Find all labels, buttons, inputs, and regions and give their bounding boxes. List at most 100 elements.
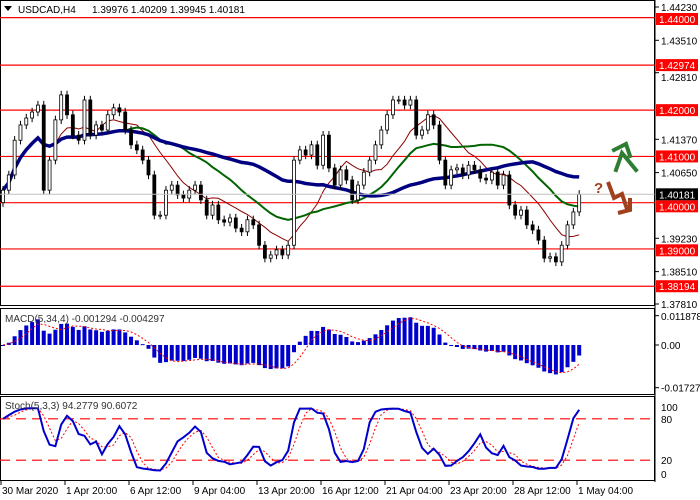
candle-body bbox=[123, 111, 128, 131]
candle bbox=[216, 200, 221, 224]
candle-body bbox=[379, 129, 384, 146]
candle-body bbox=[542, 239, 547, 259]
candle-body bbox=[327, 134, 331, 169]
macd-tick-label: 0.011878 bbox=[661, 312, 700, 323]
price-axis[interactable]: 1.44230 1.43510 1.42810 1.41370 1.40650 1.392… bbox=[654, 0, 700, 482]
macd-bar bbox=[431, 327, 436, 345]
candle-body bbox=[47, 159, 52, 191]
candle-body bbox=[577, 193, 582, 213]
macd-bar bbox=[245, 345, 250, 364]
green-up-arrow-icon bbox=[611, 141, 639, 173]
macd-bar bbox=[420, 325, 425, 345]
macd-bar bbox=[466, 345, 471, 349]
candle-body bbox=[158, 214, 163, 217]
macd-panel: MACD(5,34,4) -0.001294 -0.004297 bbox=[0, 308, 655, 395]
candle-body bbox=[472, 164, 477, 171]
macd-bar bbox=[233, 345, 238, 365]
candle bbox=[303, 145, 308, 160]
level-price-label: 1.42000 bbox=[659, 106, 696, 117]
candle-body bbox=[65, 94, 69, 116]
price-tick-label: 1.41370 bbox=[661, 135, 698, 146]
time-tick-label: 21 Apr 04:00 bbox=[386, 486, 443, 497]
candle bbox=[117, 103, 122, 117]
candle bbox=[274, 245, 279, 260]
macd-bar bbox=[553, 345, 558, 375]
candle-body bbox=[449, 169, 454, 186]
candle-body bbox=[6, 174, 11, 191]
candle bbox=[280, 245, 285, 260]
candle bbox=[495, 167, 500, 190]
candle bbox=[309, 140, 314, 160]
candle bbox=[251, 215, 256, 230]
current-price-label: 1.40181 bbox=[659, 190, 696, 201]
stochastic-tick-label: 80 bbox=[661, 415, 673, 426]
candle-body bbox=[24, 117, 29, 126]
time-tick-label: 13 Apr 20:00 bbox=[258, 486, 315, 497]
candle bbox=[105, 110, 110, 135]
candle-body bbox=[321, 134, 326, 166]
candle-body bbox=[268, 254, 273, 259]
stochastic-tick-label: 0 bbox=[661, 470, 667, 481]
candle bbox=[344, 165, 349, 185]
candle bbox=[262, 241, 267, 263]
dropdown-triangle-icon[interactable] bbox=[4, 6, 12, 11]
candle-body bbox=[309, 144, 314, 156]
candle bbox=[193, 180, 197, 195]
candle-body bbox=[414, 99, 419, 136]
time-tick-label: 9 Apr 04:00 bbox=[194, 486, 246, 497]
question-mark-icon: ? bbox=[594, 180, 603, 197]
macd-bar bbox=[262, 345, 267, 369]
level-price-label: 1.42974 bbox=[659, 61, 696, 72]
level-price-label: 1.39000 bbox=[659, 246, 696, 257]
candle bbox=[53, 115, 58, 165]
candle bbox=[158, 211, 163, 220]
macd-bar bbox=[321, 326, 326, 345]
candle-body bbox=[36, 104, 40, 113]
candle-body bbox=[402, 99, 407, 106]
macd-bar bbox=[198, 345, 203, 359]
candle bbox=[169, 180, 174, 195]
macd-bar bbox=[292, 345, 296, 353]
candle-body bbox=[466, 164, 471, 176]
macd-bar bbox=[495, 345, 500, 353]
candle-body bbox=[117, 107, 122, 113]
macd-bar bbox=[408, 317, 413, 345]
candle-body bbox=[548, 256, 552, 259]
candle-body bbox=[105, 114, 110, 131]
macd-bar bbox=[163, 345, 168, 363]
macd-bar bbox=[361, 340, 366, 345]
level-price-tag bbox=[656, 280, 698, 293]
candle-body bbox=[175, 184, 180, 196]
candle bbox=[59, 90, 64, 125]
macd-bar bbox=[129, 336, 134, 345]
macd-bar bbox=[356, 342, 361, 345]
candle-body bbox=[94, 124, 99, 136]
candle bbox=[164, 186, 168, 220]
macd-bar bbox=[59, 323, 64, 345]
candle bbox=[460, 163, 465, 180]
macd-bar bbox=[286, 345, 291, 367]
candle-body bbox=[30, 111, 35, 119]
macd-bar bbox=[222, 345, 227, 364]
level-price-tag bbox=[656, 244, 698, 257]
candle-body bbox=[129, 129, 133, 146]
macd-bar bbox=[239, 345, 244, 366]
candle-body bbox=[478, 169, 483, 179]
macd-bar bbox=[280, 345, 285, 369]
candle-body bbox=[82, 99, 87, 141]
candle bbox=[70, 110, 75, 140]
candle-body bbox=[460, 167, 465, 176]
candle-body bbox=[513, 204, 518, 216]
candle-body bbox=[344, 169, 349, 181]
candle bbox=[286, 241, 291, 260]
stochastic-tick-label: 100 bbox=[661, 403, 678, 414]
macd-bar bbox=[251, 345, 256, 363]
macd-signal-line bbox=[2, 317, 580, 374]
macd-bar bbox=[210, 345, 215, 361]
candle bbox=[100, 120, 104, 135]
ohlc-header: 1.39976 1.40209 1.39945 1.40181 bbox=[92, 5, 245, 16]
time-tick-label: 1 Apr 20:00 bbox=[66, 486, 118, 497]
candle bbox=[1, 186, 5, 207]
candle-body bbox=[280, 249, 285, 256]
